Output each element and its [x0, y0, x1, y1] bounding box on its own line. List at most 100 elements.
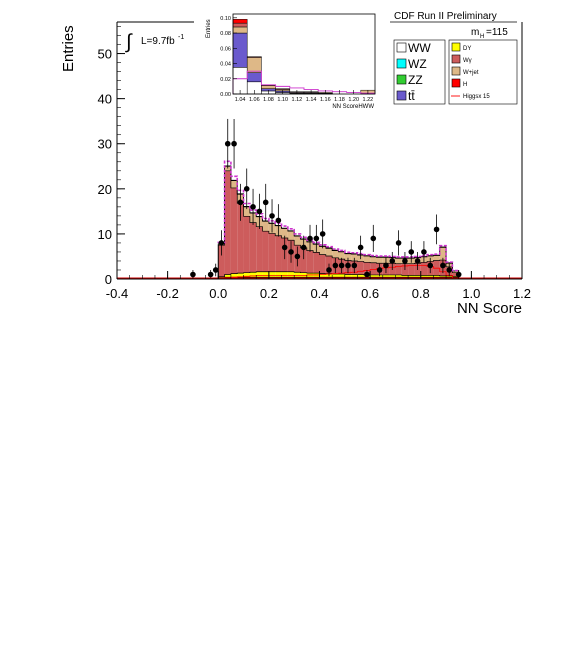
y-tick-label: 20	[98, 182, 112, 197]
mass-subscript: H	[480, 34, 484, 40]
luminosity-exponent: -1	[178, 34, 184, 41]
legend-swatch-wz	[397, 59, 406, 68]
data-point	[238, 200, 244, 206]
data-point	[314, 236, 320, 242]
luminosity-text: L=9.7fb	[141, 36, 175, 47]
stack-bar-dy	[294, 272, 300, 277]
inset-x-axis-title: NN ScoreHWW	[332, 104, 374, 110]
stack-bar-wjet	[326, 248, 332, 256]
y-tick-label: 10	[98, 227, 112, 242]
stack-bar-wjet	[332, 251, 338, 258]
y-axis-title: Entries	[60, 25, 77, 72]
y-tick-label: 50	[98, 47, 112, 62]
inset-stack-bar-tt	[247, 73, 261, 82]
stack-bar-dy	[288, 272, 294, 277]
legend-label-wjet: W+jet	[463, 70, 479, 76]
data-point	[364, 272, 370, 278]
legend-label-dy: DY	[463, 46, 471, 52]
stack-bar-w	[357, 261, 363, 274]
data-point	[389, 258, 395, 264]
legend-label-ww: WW	[408, 41, 431, 55]
x-tick-label: 0.2	[260, 286, 278, 301]
data-point	[434, 227, 440, 233]
stack-bar-wjet	[395, 258, 401, 263]
legend-swatch-w	[452, 55, 460, 63]
legend-label-tt: tt̄	[408, 89, 415, 103]
stack-bar-w	[370, 263, 376, 275]
data-point	[370, 236, 376, 242]
legend-swatch-h	[452, 79, 460, 87]
inset-x-tick-label: 1.20	[348, 97, 359, 103]
legend-label-higgsx15: Higgsx 15	[463, 94, 490, 100]
x-tick-label: 0.8	[412, 286, 430, 301]
data-point	[421, 249, 427, 255]
inset-stack-bar-wjet	[261, 86, 275, 89]
data-point	[257, 209, 263, 215]
data-point	[440, 263, 446, 269]
inset-stack-bar-w	[247, 57, 261, 58]
stack-bar-w	[421, 262, 427, 275]
data-point	[377, 267, 383, 273]
inset-x-tick-label: 1.08	[263, 97, 274, 103]
mass-symbol: m	[471, 27, 479, 38]
data-point	[396, 240, 402, 246]
chart-title: CDF Run II Preliminary	[394, 11, 497, 22]
data-point	[408, 249, 414, 255]
x-tick-label: 1.0	[462, 286, 480, 301]
inset-y-tick-label: 0.08	[220, 31, 231, 37]
data-point	[358, 245, 364, 251]
data-point	[244, 186, 250, 192]
stack-bar-dy	[351, 274, 357, 277]
stack-bar-dy	[345, 274, 351, 277]
x-tick-label: -0.4	[106, 286, 128, 301]
data-point	[415, 258, 421, 264]
legend-swatch-ww	[397, 43, 406, 52]
inset-stack-bar-tt	[233, 33, 247, 67]
stack-bar-wjet	[370, 257, 376, 263]
data-point	[345, 263, 351, 269]
inset-stack-bar-wjet	[233, 27, 247, 33]
x-tick-label: -0.2	[156, 286, 178, 301]
data-point	[288, 249, 294, 255]
inset-stack-bar-w	[233, 23, 247, 27]
y-tick-label: 30	[98, 137, 112, 152]
stack-bar-wjet	[263, 221, 269, 231]
stack-bar-wjet	[288, 231, 294, 240]
title-box: CDF Run II Preliminary	[390, 10, 517, 22]
inset-y-tick-label: 0.10	[220, 16, 231, 22]
inset-stack-bar-wjet	[247, 57, 261, 72]
stack-bar-wjet	[376, 257, 382, 263]
stack-bar-dy	[301, 273, 307, 278]
stack-bar-w	[263, 231, 269, 272]
stack-bar-wjet	[231, 181, 237, 188]
data-point	[276, 218, 282, 224]
data-point	[339, 263, 345, 269]
stack-bar-wjet	[364, 256, 370, 262]
y-tick-label: 0	[105, 272, 112, 287]
data-point	[320, 231, 326, 237]
legend-swatch-zz	[397, 75, 406, 84]
x-tick-label: 1.2	[513, 286, 531, 301]
data-point	[213, 267, 219, 273]
data-point	[225, 141, 231, 147]
inset-background	[194, 11, 380, 102]
data-point	[446, 267, 452, 273]
stack-bar-dy	[275, 272, 281, 277]
x-axis-title: NN Score	[457, 300, 522, 317]
stack-bar-w	[269, 233, 275, 271]
stack-bar-w	[275, 236, 281, 272]
mass-value: =115	[486, 27, 508, 38]
stack-bar-dy	[231, 274, 237, 278]
legend-label-zz: ZZ	[408, 73, 423, 87]
data-point	[219, 240, 225, 246]
inset-x-tick-label: 1.18	[334, 97, 345, 103]
stack-bar-dy	[225, 274, 231, 277]
inset-stack-bar-h	[233, 19, 247, 23]
data-point	[231, 141, 237, 147]
stack-bar-dy	[263, 272, 269, 277]
data-point	[301, 245, 307, 251]
stack-bar-w	[307, 251, 313, 274]
inset-x-tick-label: 1.10	[277, 97, 288, 103]
